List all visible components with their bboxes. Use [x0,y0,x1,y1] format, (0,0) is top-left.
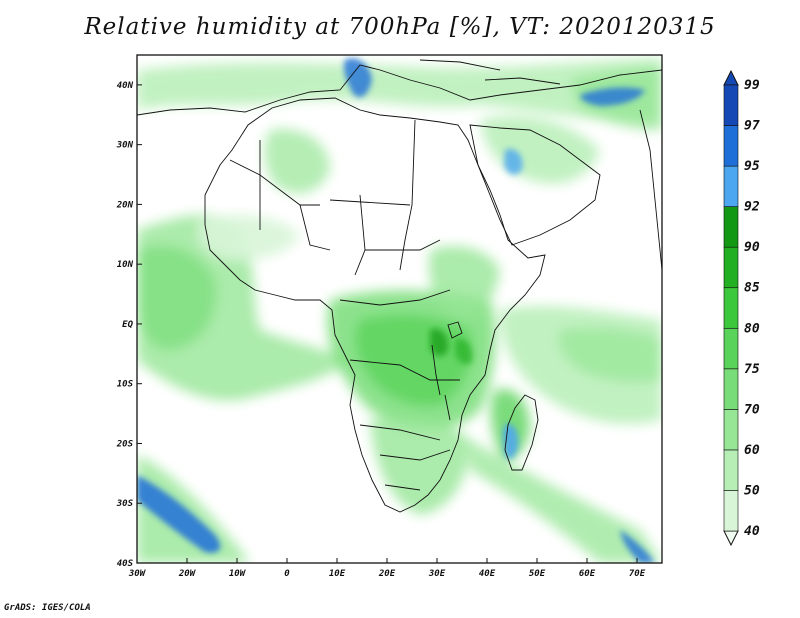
lon-tick-label: 40E [479,569,496,579]
lon-tick-label: 30E [428,569,446,579]
colorbar-label: 50 [744,483,760,498]
colorbar-segment [723,125,739,167]
lon-tick-label: 10E [329,569,346,579]
lat-tick-label: 10N [117,260,134,270]
lon-tick-label: 50E [529,569,546,579]
longitude-axis: 30W 20W 10W 0 10E 20E 30E 40E 50E 60E 70E [128,558,646,579]
lon-tick-label: 30W [128,569,147,579]
colorbar-segment [723,409,739,451]
colorbar-label: 80 [744,321,760,336]
colorbar-segment [723,449,739,491]
lon-tick-label: 10W [229,569,247,579]
colorbar-segment [723,368,739,410]
colorbar-label: 40 [744,524,760,539]
lat-tick-label: 10S [117,380,134,390]
lon-tick-label: 70E [629,569,646,579]
colorbar-under-triangle [723,530,739,547]
colorbar: 40 50 60 70 75 80 85 90 92 95 97 99 [723,69,760,547]
lon-tick-label: 20E [378,569,396,579]
colorbar-segment [723,327,739,370]
colorbar-segment [723,165,739,207]
lat-tick-label: 20S [116,439,134,449]
humidity-field [137,55,662,563]
map-title: Relative humidity at 700hPa [%], VT: 202… [84,14,716,40]
colorbar-label: 97 [744,119,760,134]
colorbar-label: 92 [744,200,760,215]
lat-tick-label: EQ [122,320,133,330]
colorbar-label: 95 [744,159,760,174]
latitude-axis: 40N 30N 20N 10N EQ 10S 20S 30S 40S [116,81,142,569]
colorbar-label: 99 [744,78,760,93]
colorbar-label: 70 [744,402,760,417]
colorbar-label: 75 [744,362,760,377]
colorbar-segment [723,490,739,532]
lat-tick-label: 40N [117,81,134,91]
plot-frame [136,54,663,564]
colorbar-label: 60 [744,443,760,458]
colorbar-label: 85 [744,281,760,296]
lat-tick-label: 30N [116,141,134,151]
colorbar-segment [723,84,739,126]
lat-tick-label: 40S [117,559,134,569]
colorbar-label: 90 [744,240,760,255]
lat-tick-label: 30S [116,499,134,509]
colorbar-segment [723,246,739,289]
lon-tick-label: 0 [284,569,290,579]
lat-tick-label: 20N [116,200,134,210]
colorbar-over-triangle [723,69,739,86]
credit-text: GrADS: IGES/COLA [4,603,91,613]
lon-tick-label: 20W [178,569,197,579]
lon-tick-label: 60E [579,569,596,579]
colorbar-segment [723,206,739,248]
coastline-borders [137,59,662,513]
colorbar-segment [723,287,739,329]
